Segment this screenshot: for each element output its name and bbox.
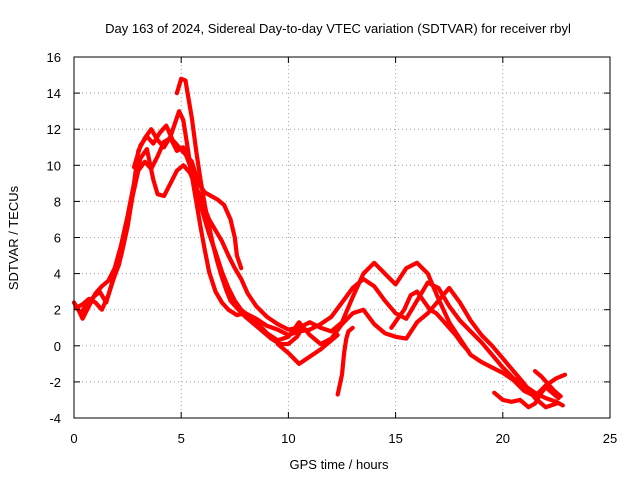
y-tick-label: -4 [49, 411, 61, 426]
series-trace-9 [492, 385, 561, 410]
x-axis-label: GPS time / hours [290, 457, 389, 472]
x-tick-label: 25 [603, 431, 617, 446]
y-tick-label: 2 [54, 303, 61, 318]
series-trace-7 [335, 325, 355, 397]
series-trace-8 [389, 289, 471, 354]
y-tick-label: 0 [54, 339, 61, 354]
x-tick-label: 5 [178, 431, 185, 446]
y-tick-label: 14 [47, 86, 61, 101]
x-tick-label: 10 [281, 431, 295, 446]
y-tick-label: -2 [49, 375, 61, 390]
y-axis-label: SDTVAR / TECUs [6, 185, 21, 290]
series-trace-5 [174, 76, 306, 347]
y-tick-label: 16 [47, 50, 61, 65]
x-tick-label: 20 [496, 431, 510, 446]
y-tick-label: 12 [47, 122, 61, 137]
series-trace-2 [74, 147, 568, 399]
y-tick-label: 6 [54, 231, 61, 246]
y-tick-label: 8 [54, 194, 61, 209]
series-trace-6 [275, 332, 340, 366]
series-trace-4 [131, 123, 244, 271]
y-tick-label: 4 [54, 267, 61, 282]
x-tick-label: 15 [388, 431, 402, 446]
series-layer [71, 76, 568, 410]
y-tick-label: 10 [47, 158, 61, 173]
series-trace-10 [532, 369, 563, 399]
chart-title: Day 163 of 2024, Sidereal Day-to-day VTE… [105, 21, 571, 36]
x-tick-label: 0 [70, 431, 77, 446]
tick-layer: 0 5 10 15 20 25 -4 -2 0 2 4 6 8 10 12 14 16 [47, 50, 618, 446]
